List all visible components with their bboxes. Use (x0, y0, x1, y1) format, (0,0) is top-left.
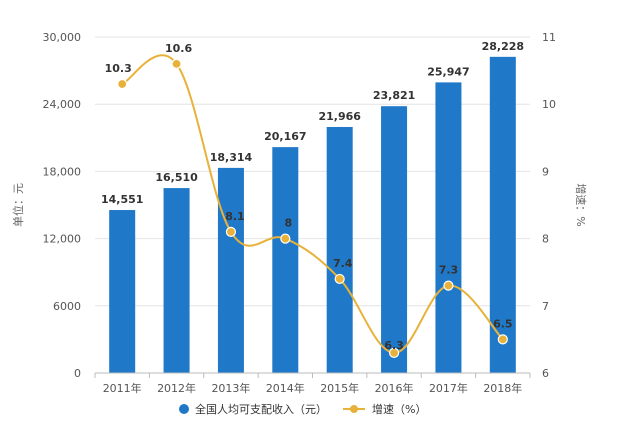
growth-point (171, 58, 182, 69)
growth-point (497, 334, 508, 345)
growth-line (117, 54, 508, 358)
x-tick-label: 2017年 (429, 381, 468, 395)
growth-line-path (121, 54, 504, 354)
y-left-tick-label: 18,000 (43, 165, 82, 178)
legend-line-dot (350, 405, 358, 413)
y-right-axis-title: 增速：% (574, 183, 588, 226)
x-tick-label: 2015年 (320, 381, 359, 395)
legend-bar-label: 全国人均可支配收入（元） (195, 402, 327, 416)
bar (326, 126, 353, 373)
bar-value-label: 23,821 (373, 89, 415, 102)
x-tick-label: 2011年 (103, 381, 142, 395)
x-tick-label: 2012年 (157, 381, 196, 395)
x-tick-label: 2016年 (375, 381, 414, 395)
bar (381, 106, 408, 373)
bar (489, 56, 516, 373)
growth-point (334, 273, 345, 285)
bar-value-label: 14,551 (101, 193, 143, 206)
x-tick-label: 2018年 (483, 381, 522, 395)
bar (109, 210, 136, 373)
bar-value-label: 16,510 (155, 171, 198, 184)
bars (109, 56, 516, 373)
y-left-axis-title: 单位：元 (11, 183, 25, 227)
bar-value-label: 28,228 (482, 40, 524, 53)
bar-value-label: 20,167 (264, 130, 306, 143)
growth-value-label: 6.5 (493, 317, 513, 330)
y-right-tick-label: 8 (542, 233, 549, 246)
bar-value-label: 25,947 (427, 65, 469, 78)
bar (435, 82, 462, 373)
growth-value-label: 8 (284, 217, 292, 230)
growth-value-label: 6.3 (384, 339, 404, 352)
y-left-tick-label: 30,000 (43, 31, 82, 44)
growth-value-label: 7.4 (333, 257, 353, 270)
y-right-tick-label: 6 (542, 367, 549, 380)
x-tick-label: 2014年 (266, 381, 305, 395)
axes: 0 6000 12,000 18,000 24,000 30,000 6 7 8 9 10 11 201… (43, 31, 557, 395)
growth-value-label: 10.6 (165, 42, 192, 55)
y-right-tick-label: 10 (542, 98, 556, 111)
data-labels: 14,551 16,510 18,314 20,167 21,966 23,821 25,9… (101, 40, 524, 352)
bar-value-label: 18,314 (210, 151, 253, 164)
y-right-tick-label: 7 (542, 300, 549, 313)
y-right-tick-label: 9 (542, 165, 549, 178)
growth-point (280, 233, 291, 244)
y-right-tick-label: 11 (542, 31, 556, 44)
y-left-tick-label: 6000 (53, 300, 81, 313)
growth-value-label: 8.1 (225, 210, 245, 223)
legend-bar-swatch (179, 404, 189, 414)
x-tick-label: 2013年 (211, 381, 250, 395)
legend: 全国人均可支配收入（元） 增速（%） (179, 402, 426, 416)
bar (217, 167, 244, 373)
y-left-tick-label: 24,000 (43, 98, 82, 111)
y-left-tick-label: 0 (74, 367, 81, 380)
growth-value-label: 7.3 (439, 264, 459, 277)
growth-point (117, 78, 128, 90)
bar (272, 147, 299, 373)
growth-point (225, 226, 237, 237)
growth-point (443, 280, 454, 291)
growth-value-label: 10.3 (105, 62, 132, 75)
bar (163, 188, 190, 373)
bar-value-label: 21,966 (318, 110, 361, 123)
y-left-tick-label: 12,000 (43, 233, 82, 246)
growth-point (388, 347, 400, 358)
legend-line-label: 增速（%） (372, 402, 426, 416)
